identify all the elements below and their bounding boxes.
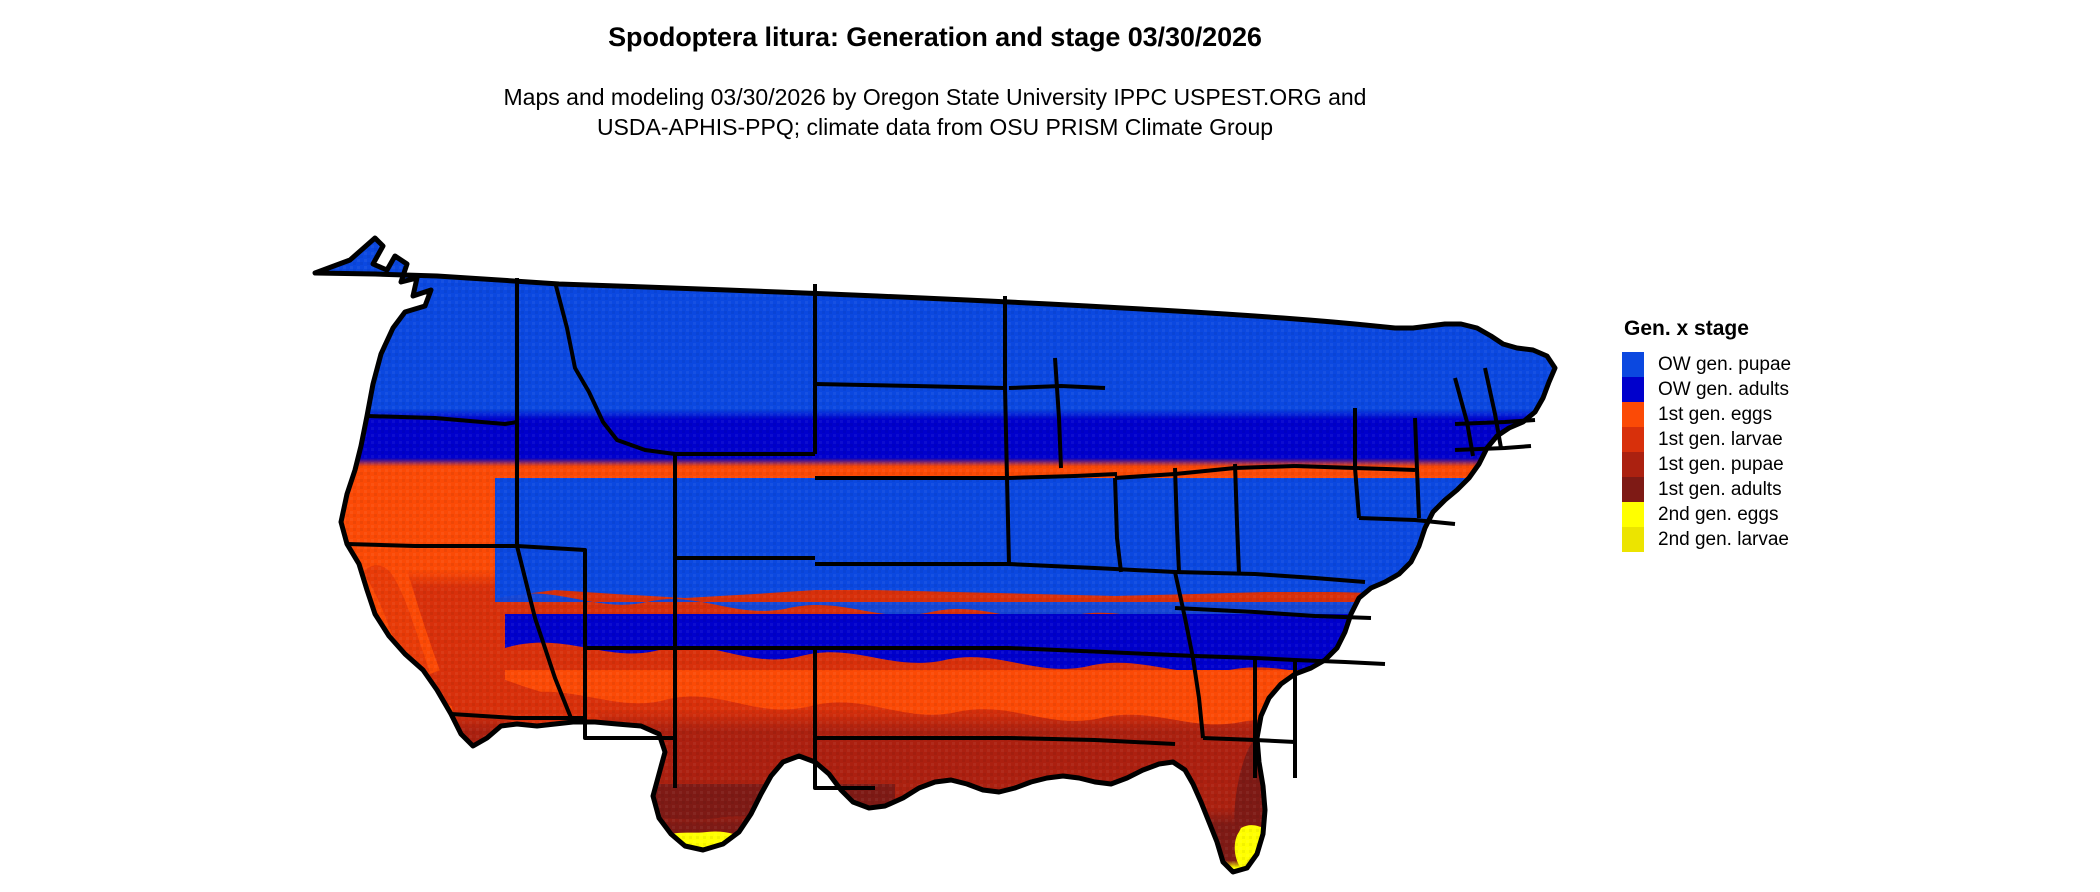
legend-swatch-icon — [1622, 377, 1644, 402]
figure-subtitle: Maps and modeling 03/30/2026 by Oregon S… — [0, 82, 1870, 142]
legend-swatch-icon — [1622, 527, 1644, 552]
legend-swatch-icon — [1622, 352, 1644, 377]
legend-item-label: 1st gen. larvae — [1658, 429, 1783, 450]
legend-item-2nd-gen-larvae[interactable]: 2nd gen. larvae — [1622, 527, 1952, 552]
legend-swatch-icon — [1622, 402, 1644, 427]
classified-raster-layer — [315, 238, 1555, 872]
legend-item-1st-gen-adults[interactable]: 1st gen. adults — [1622, 477, 1952, 502]
subtitle-line-1: Maps and modeling 03/30/2026 by Oregon S… — [503, 84, 1367, 110]
legend-item-label: OW gen. pupae — [1658, 354, 1792, 375]
legend-swatch-icon — [1622, 477, 1644, 502]
state-boundaries — [346, 278, 1536, 790]
legend-item-label: 1st gen. pupae — [1658, 454, 1784, 475]
us-choropleth-map[interactable] — [255, 178, 1605, 878]
legend-item-label: 2nd gen. larvae — [1658, 529, 1789, 550]
raster-mottle-overlay — [315, 238, 1555, 872]
legend-swatch-icon — [1622, 502, 1644, 527]
legend-item-2nd-gen-eggs[interactable]: 2nd gen. eggs — [1622, 502, 1952, 527]
page-title: Spodoptera litura: Generation and stage … — [608, 22, 1262, 52]
legend-item-ow-gen-adults[interactable]: OW gen. adults — [1622, 377, 1952, 402]
map-svg — [312, 235, 1558, 875]
legend-swatch-icon — [1622, 427, 1644, 452]
subtitle-line-2: USDA-APHIS-PPQ; climate data from OSU PR… — [596, 114, 1274, 140]
legend-item-label: 1st gen. adults — [1658, 479, 1782, 500]
legend-item-1st-gen-larvae[interactable]: 1st gen. larvae — [1622, 427, 1952, 452]
legend-item-1st-gen-eggs[interactable]: 1st gen. eggs — [1622, 402, 1952, 427]
map-legend: Gen. x stage OW gen. pupae OW gen. adult… — [1622, 318, 1952, 552]
legend-swatch-icon — [1622, 452, 1644, 477]
legend-item-1st-gen-pupae[interactable]: 1st gen. pupae — [1622, 452, 1952, 477]
legend-title: Gen. x stage — [1624, 317, 1749, 340]
national-outline — [312, 235, 1558, 875]
legend-item-ow-gen-pupae[interactable]: OW gen. pupae — [1622, 352, 1952, 377]
legend-item-label: 1st gen. eggs — [1658, 404, 1773, 425]
legend-item-label: 2nd gen. eggs — [1658, 504, 1779, 525]
legend-item-label: OW gen. adults — [1658, 379, 1789, 400]
legend-items: OW gen. pupae OW gen. adults 1st gen. eg… — [1622, 352, 1952, 552]
